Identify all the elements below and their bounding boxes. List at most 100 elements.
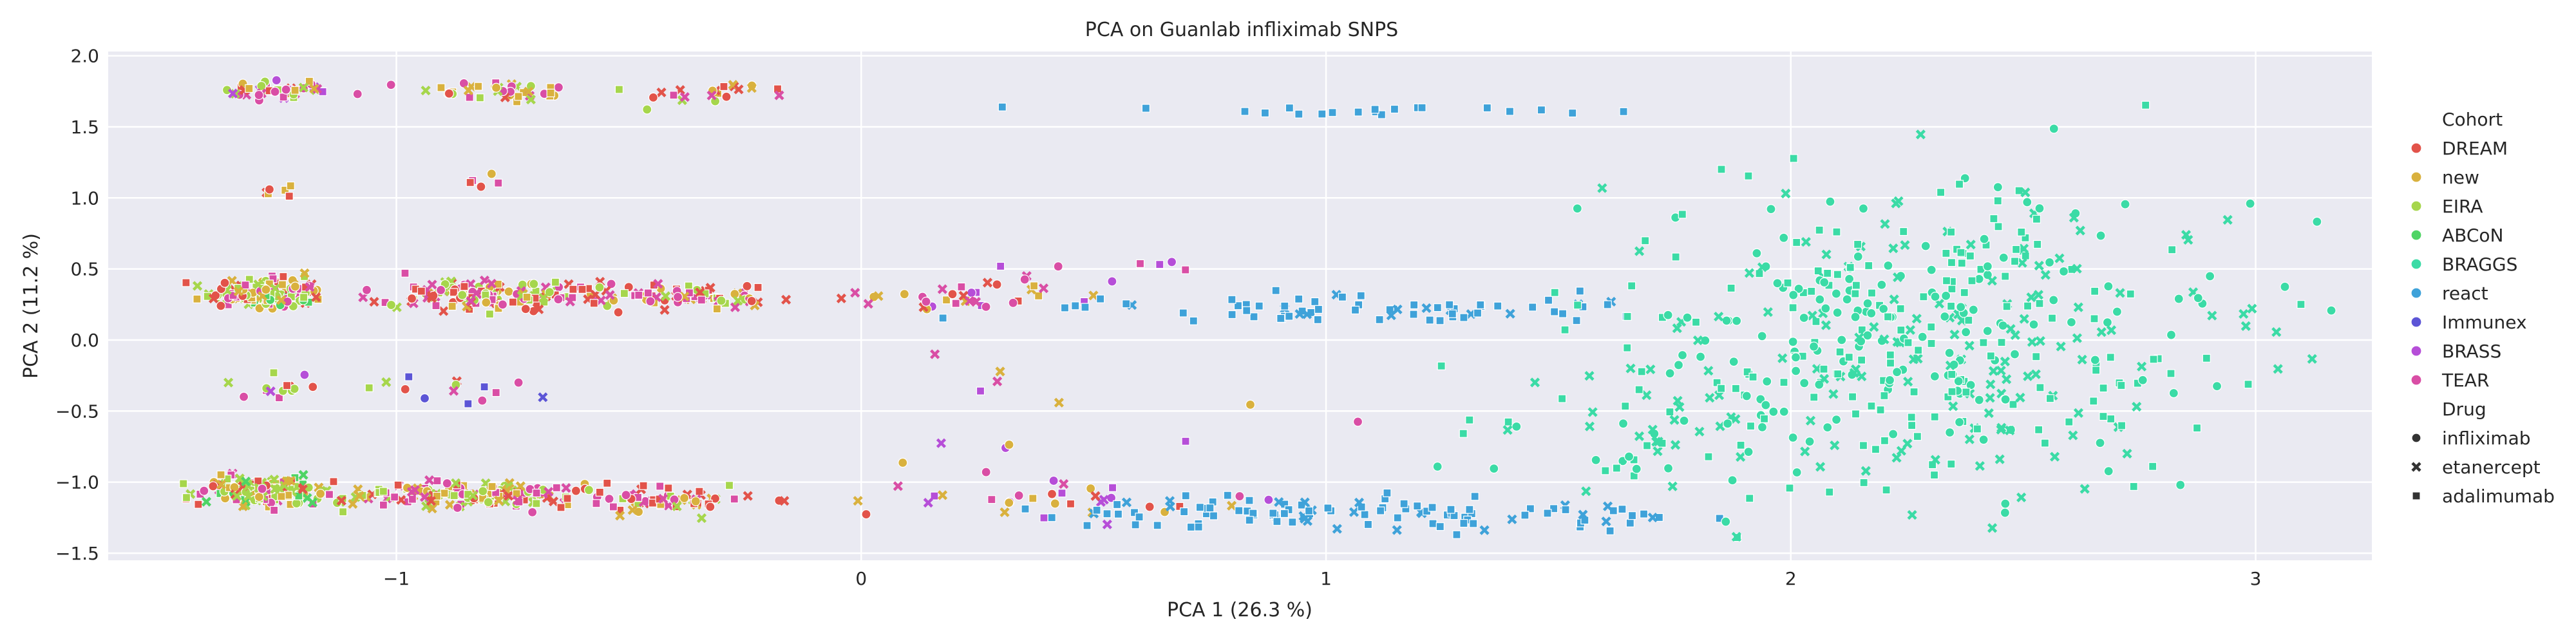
data-point-etanercept — [1703, 366, 1714, 376]
data-point-etanercept — [243, 491, 254, 502]
data-point-adalimumab — [338, 507, 348, 516]
data-point-infliximab — [1511, 421, 1522, 431]
data-point-etanercept — [672, 501, 682, 511]
data-point-etanercept — [1602, 501, 1613, 511]
data-point-etanercept — [1672, 323, 1682, 334]
data-point-adalimumab — [390, 493, 399, 502]
data-point-infliximab — [256, 80, 267, 91]
data-point-adalimumab — [1955, 180, 1964, 189]
data-point-etanercept — [1736, 451, 1746, 462]
data-point-etanercept — [743, 491, 753, 501]
data-point-adalimumab — [1122, 299, 1131, 308]
data-point-etanercept — [1781, 188, 1791, 199]
legend-swatch-abcon — [2410, 229, 2422, 241]
data-point-adalimumab — [279, 272, 288, 281]
data-point-adalimumab — [1206, 504, 1215, 513]
data-point-etanercept — [1869, 322, 1879, 332]
data-point-etanercept — [1670, 440, 1681, 450]
data-point-infliximab — [1004, 498, 1014, 508]
data-point-infliximab — [1048, 475, 1059, 486]
data-point-infliximab — [604, 494, 614, 504]
data-point-adalimumab — [1131, 520, 1140, 529]
data-point-etanercept — [201, 497, 212, 507]
data-point-etanercept — [463, 85, 473, 95]
data-point-etanercept — [305, 282, 315, 292]
data-point-adalimumab — [1354, 108, 1363, 117]
data-point-infliximab — [1631, 464, 1642, 474]
data-point-etanercept — [348, 498, 358, 509]
data-point-adalimumab — [1927, 323, 1936, 332]
data-point-infliximab — [1004, 439, 1014, 450]
data-point-adalimumab — [1399, 499, 1408, 508]
data-point-etanercept — [2033, 290, 2043, 300]
data-point-infliximab — [2102, 317, 2113, 328]
data-point-infliximab — [2211, 381, 2222, 392]
data-point-adalimumab — [1377, 110, 1386, 119]
data-point-adalimumab — [1269, 509, 1278, 518]
data-point-adalimumab — [1914, 346, 1923, 355]
data-point-adalimumab — [179, 479, 188, 488]
data-point-adalimumab — [393, 480, 402, 489]
data-point-adalimumab — [1103, 509, 1112, 518]
data-point-adalimumab — [656, 482, 665, 491]
data-point-infliximab — [459, 78, 469, 88]
data-point-adalimumab — [2149, 355, 2158, 364]
data-point-adalimumab — [1779, 378, 1788, 387]
data-point-adalimumab — [1844, 353, 1853, 362]
data-point-adalimumab — [1823, 269, 1832, 278]
data-point-etanercept — [494, 495, 504, 506]
data-point-etanercept — [1907, 509, 1917, 520]
data-point-infliximab — [1832, 307, 1842, 318]
data-point-infliximab — [721, 91, 732, 102]
data-point-etanercept — [1988, 366, 1999, 376]
data-point-etanercept — [661, 291, 671, 301]
data-point-infliximab — [476, 182, 486, 192]
data-point-etanercept — [853, 496, 863, 506]
y-tick-label: 0.5 — [70, 259, 99, 280]
data-point-etanercept — [937, 490, 948, 500]
data-point-adalimumab — [996, 261, 1005, 270]
data-point-etanercept — [1905, 325, 1916, 336]
data-point-infliximab — [710, 493, 721, 504]
data-point-adalimumab — [2107, 414, 2116, 424]
data-point-etanercept — [419, 492, 430, 502]
data-point-adalimumab — [2065, 417, 2074, 426]
x-tick-label: 1 — [1320, 568, 1332, 589]
data-point-infliximab — [2096, 231, 2106, 241]
data-point-adalimumab — [1260, 108, 1270, 118]
data-point-etanercept — [1038, 283, 1049, 294]
data-point-infliximab — [1965, 380, 1976, 390]
data-point-etanercept — [2075, 225, 2085, 236]
data-point-adalimumab — [1819, 365, 1828, 374]
data-point-adalimumab — [1973, 424, 1982, 433]
data-point-infliximab — [442, 478, 452, 489]
data-point-adalimumab — [1465, 415, 1474, 424]
data-point-etanercept — [930, 349, 940, 359]
data-point-etanercept — [730, 302, 741, 312]
data-point-etanercept — [270, 283, 280, 294]
data-point-adalimumab — [1255, 301, 1264, 310]
data-point-adalimumab — [1965, 251, 1975, 261]
data-point-adalimumab — [2106, 353, 2115, 362]
data-point-adalimumab — [1979, 338, 1988, 347]
data-point-etanercept — [2002, 374, 2012, 384]
data-point-etanercept — [1857, 371, 1867, 382]
data-point-etanercept — [2122, 448, 2132, 459]
legend-label-braggs: BRAGGS — [2442, 254, 2517, 275]
data-point-infliximab — [1808, 341, 1819, 352]
data-point-adalimumab — [1717, 165, 1726, 174]
data-point-adalimumab — [277, 492, 286, 501]
legend-label-immunex: Immunex — [2442, 312, 2527, 333]
data-point-etanercept — [1964, 341, 1975, 351]
data-point-infliximab — [2103, 466, 2114, 477]
data-point-infliximab — [271, 75, 281, 86]
data-point-adalimumab — [1785, 484, 1794, 493]
data-point-etanercept — [1893, 196, 1904, 206]
data-point-etanercept — [228, 88, 238, 99]
data-point-etanercept — [1332, 524, 1342, 534]
data-point-adalimumab — [1568, 108, 1577, 118]
data-point-etanercept — [2240, 321, 2251, 331]
data-point-adalimumab — [1356, 291, 1365, 300]
data-point-etanercept — [2035, 336, 2045, 346]
data-point-infliximab — [2000, 498, 2011, 509]
